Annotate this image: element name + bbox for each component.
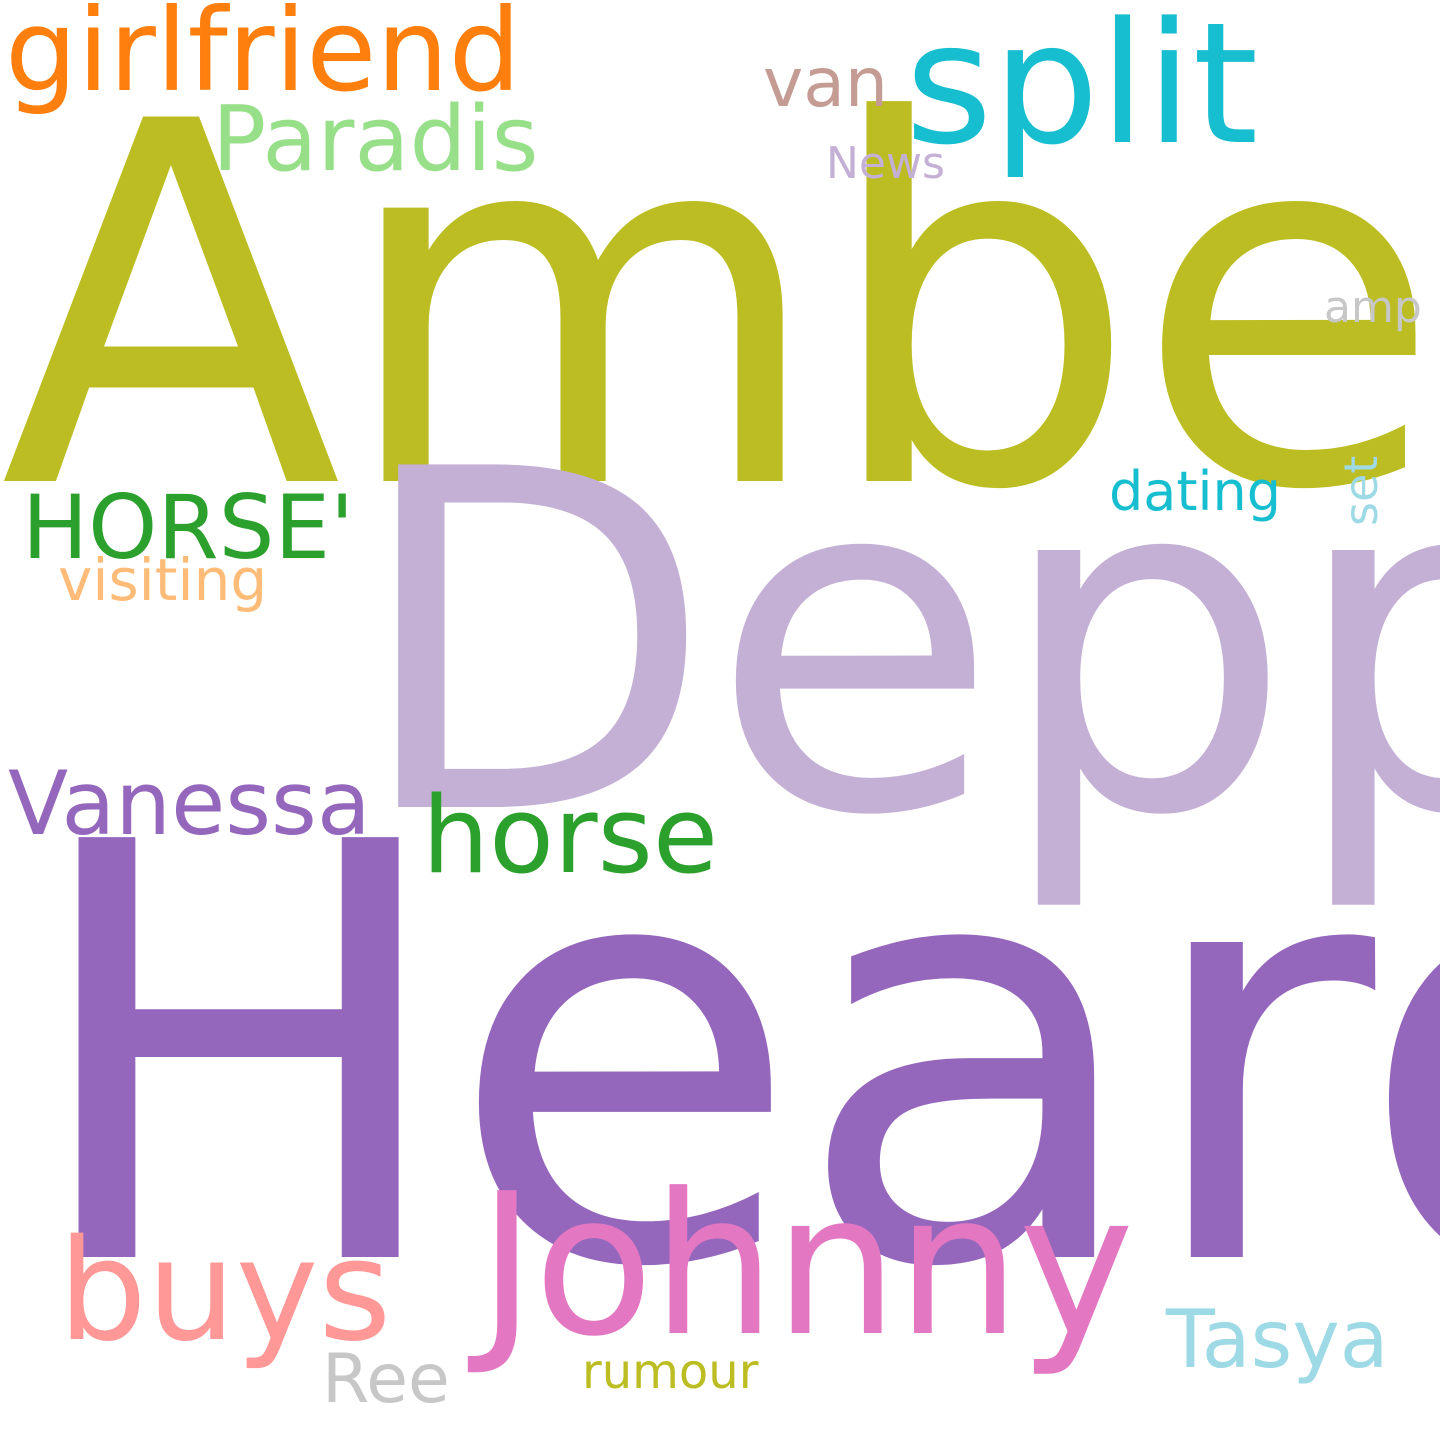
word-visiting: visiting — [58, 546, 268, 614]
word-depp: Depp — [352, 371, 1440, 918]
word-paradis: Paradis — [212, 87, 539, 192]
word-amber: Amber — [0, 17, 1440, 599]
word-ree: Ree — [322, 1340, 450, 1419]
word-buys: buys — [58, 1210, 392, 1373]
word-rumour: rumour — [582, 1344, 759, 1400]
word-horse: horse — [422, 774, 719, 897]
word-set: set — [1334, 455, 1388, 526]
word-heard: Heard — [22, 722, 1440, 1393]
word-girlfriend: girlfriend — [5, 0, 522, 117]
word-horse-caps: HORSE' — [22, 476, 355, 579]
word-dating: dating — [1109, 460, 1282, 523]
word-van: van — [763, 44, 889, 123]
word-johnny: Johnny — [478, 1152, 1134, 1380]
word-vanessa: Vanessa — [8, 752, 371, 855]
word-tasya: Tasya — [1166, 1293, 1389, 1386]
word-amp: amp — [1324, 282, 1422, 333]
word-split: split — [905, 0, 1259, 182]
word-news: News — [826, 138, 945, 189]
